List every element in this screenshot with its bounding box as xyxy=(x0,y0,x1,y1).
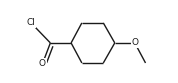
Text: O: O xyxy=(131,38,138,47)
Text: Cl: Cl xyxy=(27,18,35,27)
Text: O: O xyxy=(39,59,46,68)
